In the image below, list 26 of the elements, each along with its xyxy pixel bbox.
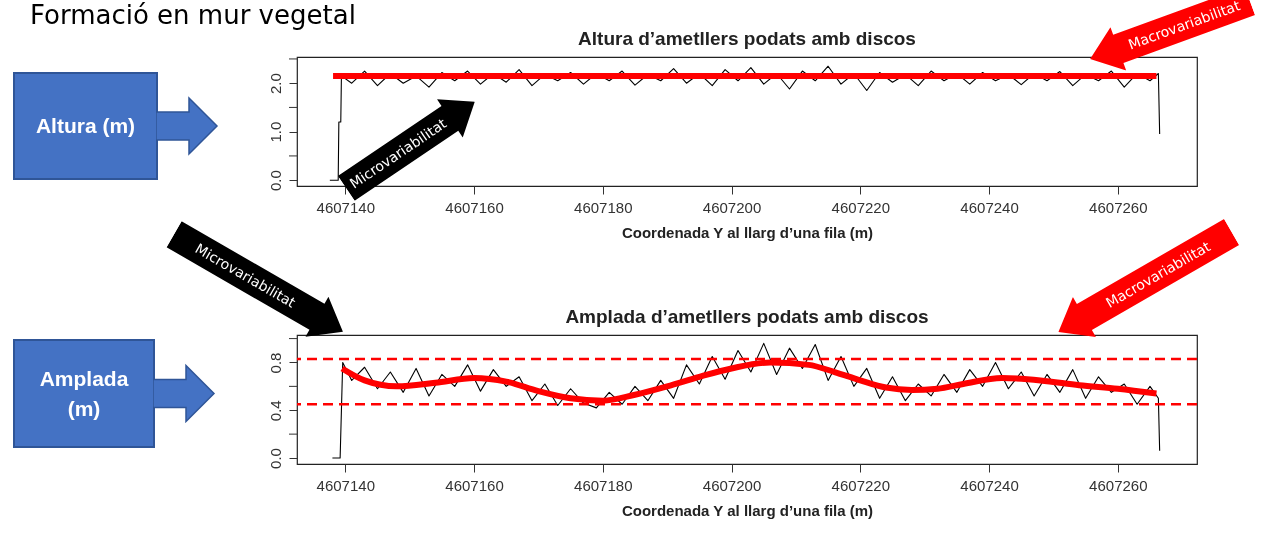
x-tick-label: 4607180 bbox=[574, 476, 633, 494]
x-tick-label: 4607160 bbox=[445, 476, 504, 494]
x-axis-title: Coordenada Y al llarg d’una fila (m) bbox=[621, 223, 874, 241]
y-tick-label: 1.0 bbox=[266, 121, 284, 143]
x-tick-label: 4607200 bbox=[702, 198, 762, 216]
x-tick-label: 4607140 bbox=[316, 198, 375, 216]
chart-title: Altura d’ametllers podats amb discos bbox=[578, 28, 916, 49]
y-tick-label: 2.0 bbox=[266, 73, 284, 95]
chart-title: Amplada d’ametllers podats amb discos bbox=[565, 306, 929, 327]
x-tick-label: 4607220 bbox=[831, 476, 891, 494]
y-tick-label: 0.8 bbox=[266, 352, 284, 374]
x-tick-label: 4607240 bbox=[960, 198, 1019, 216]
y-tick-label: 0.4 bbox=[266, 400, 284, 422]
x-tick-label: 4607140 bbox=[316, 476, 375, 494]
x-tick-label: 4607260 bbox=[1089, 198, 1148, 216]
x-axis-title: Coordenada Y al llarg d’una fila (m) bbox=[621, 501, 874, 519]
x-tick-label: 4607260 bbox=[1089, 476, 1148, 494]
y-tick-label: 0.0 bbox=[266, 448, 284, 469]
line-series bbox=[331, 342, 1161, 459]
y-tick-label: 0.0 bbox=[266, 170, 284, 192]
x-tick-label: 4607160 bbox=[445, 198, 504, 216]
x-tick-label: 4607200 bbox=[702, 476, 762, 494]
x-tick-label: 4607180 bbox=[574, 198, 633, 216]
x-tick-label: 4607220 bbox=[831, 198, 891, 216]
text: Formació en mur vegetal bbox=[30, 0, 356, 30]
x-tick-label: 4607240 bbox=[960, 476, 1019, 494]
